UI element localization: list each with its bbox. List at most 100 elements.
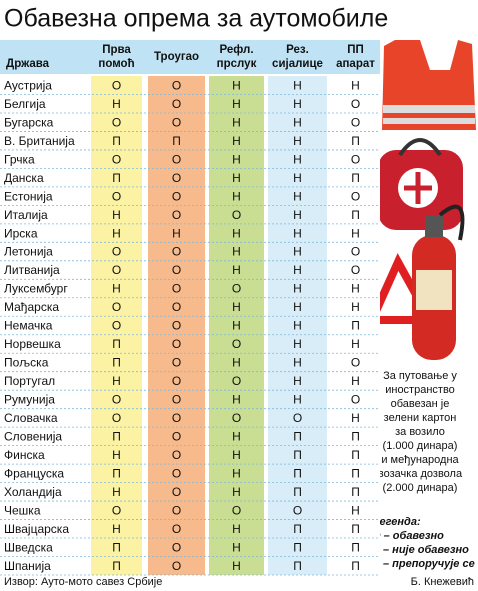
value-cell: О [172, 411, 181, 425]
value-cell: О [172, 97, 181, 111]
value-cell: Н [232, 97, 241, 111]
legend: Легенда: О – обавезно Н – није обавезно П –… [371, 516, 475, 570]
country-cell: Холандија [4, 485, 62, 499]
value-cell: О [172, 430, 181, 444]
value-cell: Н [232, 522, 241, 536]
value-cell: О [172, 485, 181, 499]
value-cell: О [172, 282, 181, 296]
value-cell: О [172, 356, 181, 370]
value-cell: Н [232, 485, 241, 499]
value-cell: П [112, 356, 121, 370]
country-cell: Португал [4, 374, 55, 388]
note-line: (2.000 динара) [383, 482, 458, 494]
value-cell: О [112, 152, 121, 166]
legend-title: Легенда: [371, 516, 421, 528]
value-cell: Н [232, 319, 241, 333]
value-cell: О [112, 411, 121, 425]
country-cell: Швајцарска [4, 522, 69, 536]
country-cell: Шведска [4, 540, 53, 554]
value-cell: Н [232, 467, 241, 481]
value-cell: О [172, 208, 181, 222]
country-cell: В. Британија [4, 134, 75, 148]
value-cell: О [172, 467, 181, 481]
note-line: За путовање у [383, 370, 457, 382]
value-cell: П [351, 134, 360, 148]
value-cell: Н [293, 171, 302, 185]
value-cell: П [351, 540, 360, 554]
value-cell: Н [112, 282, 121, 296]
value-cell: О [172, 263, 181, 277]
note-line: возачка дозвола [378, 468, 463, 480]
value-cell: П [351, 319, 360, 333]
note-line: за возило [395, 426, 445, 438]
country-cell: Мађарска [4, 300, 59, 314]
header-cell: Рефл. [219, 44, 253, 56]
value-cell: П [351, 522, 360, 536]
value-cell: Н [232, 393, 241, 407]
value-cell: О [172, 300, 181, 314]
value-cell: О [172, 115, 181, 129]
value-cell: О [112, 319, 121, 333]
value-cell: О [172, 503, 181, 517]
column-background [209, 76, 264, 575]
value-cell: Н [293, 97, 302, 111]
value-cell: Н [232, 559, 241, 573]
value-cell: П [293, 467, 302, 481]
value-cell: О [172, 245, 181, 259]
value-cell: О [232, 282, 241, 296]
value-cell: П [112, 134, 121, 148]
value-cell: Н [351, 78, 360, 92]
country-cell: Финска [4, 448, 45, 462]
value-cell: Н [351, 503, 360, 517]
value-cell: О [351, 393, 360, 407]
note-line: (1.000 динара) [383, 440, 458, 452]
value-cell: П [293, 448, 302, 462]
country-cell: Словенија [4, 430, 62, 444]
value-cell: О [172, 448, 181, 462]
value-cell: О [172, 522, 181, 536]
header-cell: Троугао [154, 51, 199, 63]
country-cell: Норвешка [4, 337, 61, 351]
value-cell: Н [293, 208, 302, 222]
value-cell: Н [232, 356, 241, 370]
value-cell: П [351, 485, 360, 499]
value-cell: Н [293, 115, 302, 129]
value-cell: Н [351, 411, 360, 425]
value-cell: О [351, 356, 360, 370]
value-cell: О [351, 245, 360, 259]
value-cell: О [172, 78, 181, 92]
value-cell: О [351, 115, 360, 129]
value-cell: Н [293, 356, 302, 370]
header-cell: Прва [102, 44, 131, 56]
value-cell: П [112, 540, 121, 554]
value-cell: Н [351, 282, 360, 296]
value-cell: Н [112, 97, 121, 111]
header-background [0, 40, 380, 74]
extinguisher-illustration [412, 204, 465, 360]
value-cell: О [293, 503, 302, 517]
value-cell: П [351, 467, 360, 481]
value-cell: О [112, 503, 121, 517]
value-cell: Н [293, 319, 302, 333]
value-cell: О [112, 393, 121, 407]
country-cell: Аустрија [4, 78, 52, 92]
value-cell: П [351, 208, 360, 222]
value-cell: Н [232, 430, 241, 444]
value-cell: П [293, 540, 302, 554]
header-cell: апарат [336, 58, 375, 70]
value-cell: О [351, 152, 360, 166]
legend-item: О – обавезно [372, 530, 444, 542]
value-cell: О [172, 171, 181, 185]
value-cell: Н [293, 189, 302, 203]
value-cell: Н [232, 245, 241, 259]
value-cell: П [112, 467, 121, 481]
value-cell: Н [351, 300, 360, 314]
value-cell: Н [232, 300, 241, 314]
column-background [148, 76, 205, 575]
value-cell: Н [293, 337, 302, 351]
value-cell: Н [293, 374, 302, 388]
value-cell: Н [112, 522, 121, 536]
value-cell: О [112, 300, 121, 314]
value-cell: П [112, 337, 121, 351]
value-cell: Н [293, 152, 302, 166]
